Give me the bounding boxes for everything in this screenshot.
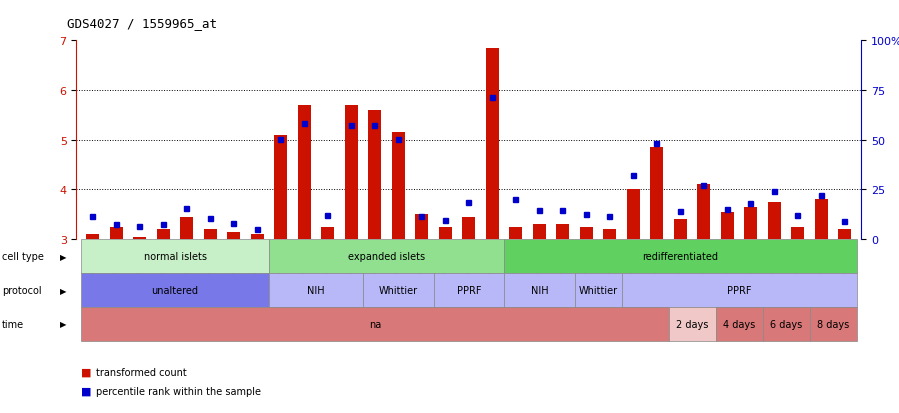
Bar [251, 235, 263, 240]
Bar [725, 207, 730, 212]
Bar [583, 212, 589, 217]
Text: NIH: NIH [530, 285, 548, 295]
Bar [678, 210, 683, 215]
Text: Whittier: Whittier [378, 285, 418, 295]
Bar [796, 214, 800, 219]
Bar [654, 141, 659, 146]
Bar [392, 133, 405, 240]
Text: PPRF: PPRF [726, 285, 752, 295]
Text: redifferentiated: redifferentiated [642, 252, 718, 261]
Bar [369, 111, 381, 240]
Bar [631, 173, 636, 178]
Text: 2 days: 2 days [676, 319, 708, 329]
Bar [231, 221, 236, 226]
Text: transformed count: transformed count [96, 367, 187, 377]
Bar [698, 185, 710, 240]
Text: expanded islets: expanded islets [348, 252, 425, 261]
Text: ■: ■ [81, 367, 95, 377]
Bar [533, 225, 546, 240]
Text: ▶: ▶ [60, 252, 67, 261]
Bar [325, 214, 331, 219]
Bar [372, 124, 378, 129]
Bar [537, 209, 542, 214]
Text: percentile rank within the sample: percentile rank within the sample [96, 386, 262, 396]
Bar [580, 227, 592, 240]
Text: protocol: protocol [2, 285, 41, 295]
Bar [114, 222, 119, 227]
Bar [768, 202, 780, 240]
Bar [556, 225, 569, 240]
Bar [321, 227, 334, 240]
Bar [485, 49, 499, 240]
Text: ▶: ▶ [60, 320, 67, 329]
Bar [842, 220, 848, 225]
Bar [345, 106, 358, 240]
Bar [462, 217, 476, 240]
Bar [415, 215, 428, 240]
Bar [133, 237, 147, 240]
Bar [138, 225, 142, 230]
Bar [181, 217, 193, 240]
Bar [439, 227, 452, 240]
Bar [396, 138, 401, 143]
Text: time: time [2, 319, 24, 329]
Bar [302, 121, 307, 126]
Bar [419, 215, 424, 220]
Bar [184, 206, 190, 211]
Bar [204, 230, 217, 240]
Bar [701, 183, 707, 188]
Bar [349, 124, 354, 129]
Bar [721, 212, 734, 240]
Text: 8 days: 8 days [817, 319, 850, 329]
Bar [819, 194, 823, 199]
Text: 4 days: 4 days [723, 319, 755, 329]
Text: ▶: ▶ [60, 286, 67, 295]
Bar [90, 215, 95, 220]
Bar [161, 222, 166, 227]
Text: 6 days: 6 days [770, 319, 802, 329]
Bar [254, 227, 260, 232]
Bar [771, 190, 777, 195]
Bar [839, 230, 851, 240]
Text: cell type: cell type [2, 252, 44, 261]
Bar [560, 209, 565, 214]
Bar [467, 201, 471, 206]
Bar [227, 232, 240, 240]
Bar [744, 207, 757, 240]
Text: PPRF: PPRF [457, 285, 481, 295]
Text: ■: ■ [81, 386, 95, 396]
Bar [279, 138, 283, 143]
Text: GDS4027 / 1559965_at: GDS4027 / 1559965_at [67, 17, 218, 29]
Text: na: na [369, 319, 381, 329]
Bar [110, 227, 123, 240]
Bar [791, 227, 805, 240]
Bar [814, 200, 828, 240]
Bar [513, 197, 519, 202]
Bar [298, 106, 311, 240]
Bar [650, 148, 663, 240]
Bar [274, 135, 288, 240]
Bar [627, 190, 640, 240]
Bar [748, 202, 753, 206]
Bar [86, 235, 99, 240]
Bar [674, 220, 687, 240]
Bar [442, 218, 448, 223]
Bar [607, 215, 612, 220]
Bar [490, 96, 495, 101]
Text: unaltered: unaltered [152, 285, 199, 295]
Bar [208, 216, 213, 221]
Text: Whittier: Whittier [578, 285, 618, 295]
Bar [157, 230, 170, 240]
Text: NIH: NIH [307, 285, 325, 295]
Bar [603, 230, 617, 240]
Text: normal islets: normal islets [144, 252, 207, 261]
Bar [510, 227, 522, 240]
